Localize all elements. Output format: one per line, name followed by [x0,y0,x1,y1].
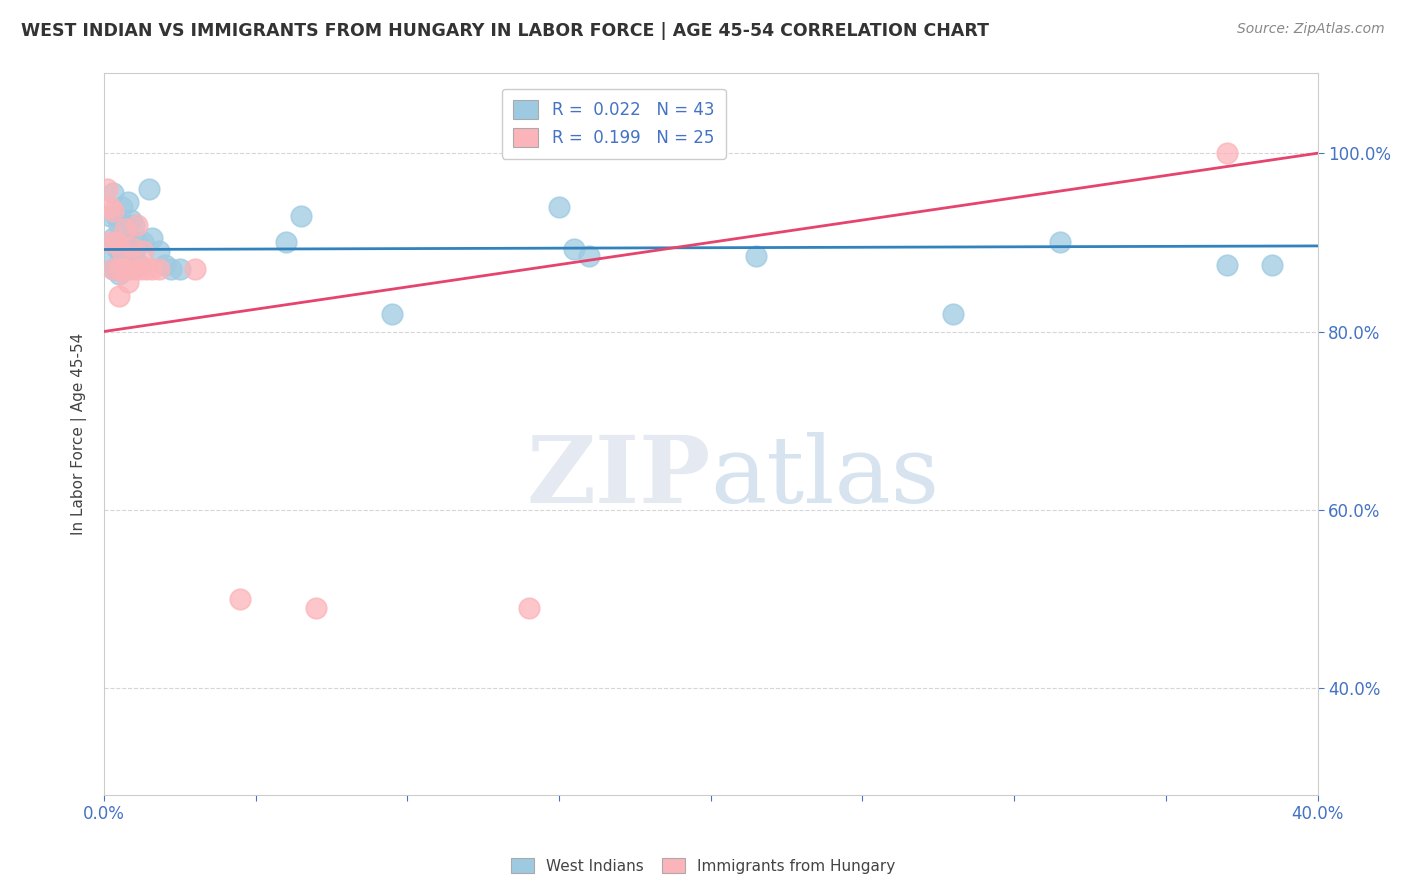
Point [105,209,128,223]
Point [108,267,131,281]
Point [132,235,155,250]
Point [229,591,252,606]
Legend: West Indians, Immigrants from Hungary: West Indians, Immigrants from Hungary [505,852,901,880]
Point [101,186,124,201]
Point [148,262,170,277]
Point [129,258,152,272]
Point [1261,258,1284,272]
Point [1215,258,1237,272]
Point [122,246,145,260]
Point [98,235,121,250]
Point [108,289,131,303]
Point [105,240,128,254]
Point [517,600,540,615]
Point [1215,146,1237,161]
Point [111,200,134,214]
Point [98,209,121,223]
Point [108,262,131,277]
Point [117,276,139,290]
Text: atlas: atlas [711,433,941,523]
Point [138,182,160,196]
Point [169,262,191,277]
Point [114,222,136,236]
Point [117,195,139,210]
Text: Source: ZipAtlas.com: Source: ZipAtlas.com [1237,22,1385,37]
Point [141,231,163,245]
Point [114,218,136,232]
Point [117,231,139,245]
Point [101,262,124,277]
Point [101,262,124,277]
Point [120,213,142,227]
Point [98,200,121,214]
Point [117,262,139,277]
Point [148,244,170,259]
Point [184,262,207,277]
Point [1049,235,1071,250]
Point [101,204,124,219]
Text: ZIP: ZIP [526,433,711,523]
Point [105,262,128,277]
Point [127,218,149,232]
Point [122,262,145,277]
Point [96,182,118,196]
Point [108,218,131,232]
Point [98,253,121,268]
Point [745,249,768,263]
Point [578,249,600,263]
Point [141,262,163,277]
Point [120,240,142,254]
Point [101,231,124,245]
Point [132,244,155,259]
Point [290,209,312,223]
Point [105,235,128,250]
Point [942,307,965,321]
Point [114,262,136,277]
Point [153,258,176,272]
Point [129,262,152,277]
Point [108,244,131,259]
Point [111,235,134,250]
Y-axis label: In Labor Force | Age 45-54: In Labor Force | Age 45-54 [72,333,87,535]
Point [114,244,136,259]
Point [305,600,328,615]
Point [274,235,297,250]
Point [111,258,134,272]
Point [122,218,145,232]
Point [120,249,142,263]
Point [562,243,585,257]
Point [548,200,571,214]
Point [159,262,181,277]
Point [111,244,134,259]
Legend: R =  0.022   N = 43, R =  0.199   N = 25: R = 0.022 N = 43, R = 0.199 N = 25 [502,88,725,159]
Point [135,262,157,277]
Point [127,235,149,250]
Text: WEST INDIAN VS IMMIGRANTS FROM HUNGARY IN LABOR FORCE | AGE 45-54 CORRELATION CH: WEST INDIAN VS IMMIGRANTS FROM HUNGARY I… [21,22,988,40]
Point [381,307,404,321]
